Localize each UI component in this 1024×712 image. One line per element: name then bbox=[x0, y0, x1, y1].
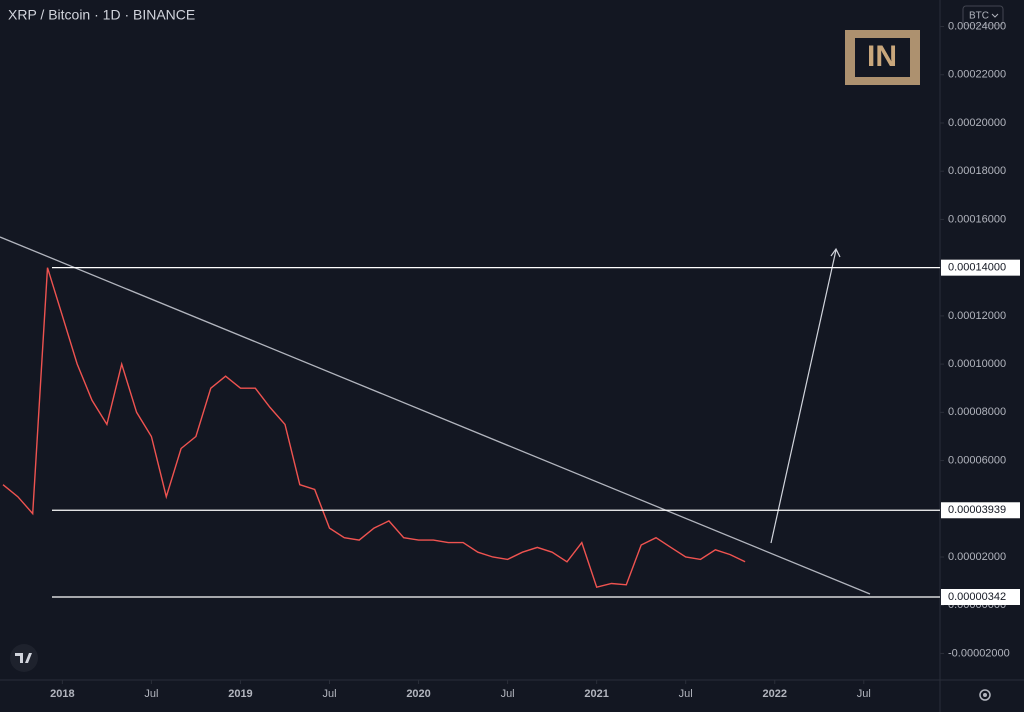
x-tick-label: Jul bbox=[679, 688, 693, 700]
level-label-box bbox=[941, 259, 1020, 276]
y-tick-label: 0.00024000 bbox=[948, 20, 1006, 32]
level-label: 0.00000342 bbox=[948, 591, 1006, 603]
x-tick-label: 2019 bbox=[228, 688, 252, 700]
x-tick-label: Jul bbox=[857, 688, 871, 700]
currency-label[interactable]: BTC bbox=[969, 11, 989, 22]
watermark-logo: IN bbox=[845, 30, 920, 85]
level-label: 0.00003939 bbox=[948, 504, 1006, 516]
y-tick-label: 0.00020000 bbox=[948, 117, 1006, 129]
y-tick-label: 0.00008000 bbox=[948, 406, 1006, 418]
watermark-text: IN bbox=[867, 40, 897, 73]
arrow-head bbox=[830, 247, 841, 258]
trend-line bbox=[0, 236, 871, 595]
y-tick-label: -0.00002000 bbox=[948, 647, 1010, 659]
plot-area bbox=[2, 267, 746, 589]
y-tick-label: 0.00022000 bbox=[948, 69, 1006, 81]
chart-title: XRP / Bitcoin · 1D · BINANCE bbox=[8, 7, 195, 23]
arrow-line bbox=[770, 249, 837, 544]
x-tick-label: 2018 bbox=[50, 688, 74, 700]
x-tick-label: 2020 bbox=[406, 688, 430, 700]
settings-icon[interactable] bbox=[979, 689, 991, 701]
level-label: 0.00014000 bbox=[948, 262, 1006, 274]
x-tick-label: Jul bbox=[501, 688, 515, 700]
currency-caret[interactable] bbox=[991, 13, 999, 18]
x-tick-label: 2022 bbox=[763, 688, 787, 700]
y-tick-label: 0.00012000 bbox=[948, 310, 1006, 322]
y-tick-label: 0.00018000 bbox=[948, 165, 1006, 177]
currency-button[interactable] bbox=[962, 5, 1004, 26]
y-tick-label: 0.00002000 bbox=[948, 551, 1006, 563]
level-label-box bbox=[941, 502, 1020, 519]
price-line bbox=[2, 267, 746, 589]
y-tick-label: 0.00016000 bbox=[948, 213, 1006, 225]
y-tick-label: 0.00006000 bbox=[948, 454, 1006, 466]
x-tick-label: Jul bbox=[322, 688, 336, 700]
tv-logo bbox=[10, 644, 38, 672]
x-tick-label: Jul bbox=[144, 688, 158, 700]
level-label-box bbox=[941, 589, 1020, 606]
x-tick-label: 2021 bbox=[584, 688, 608, 700]
y-tick-label: 0.00010000 bbox=[948, 358, 1006, 370]
